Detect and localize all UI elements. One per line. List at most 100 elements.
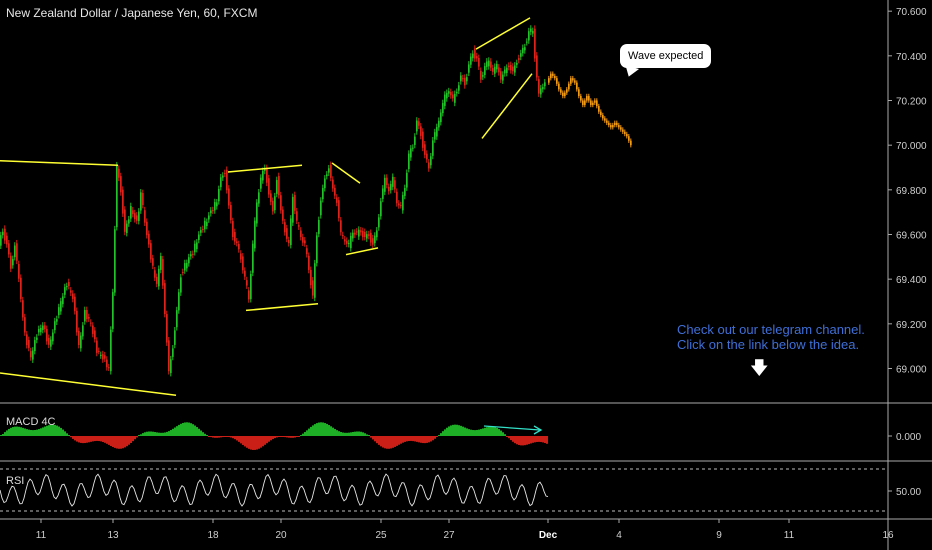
macd-pane-label: MACD 4C xyxy=(6,416,56,428)
forecast-bar xyxy=(578,89,580,97)
candle-body xyxy=(346,240,348,244)
candle-body xyxy=(142,193,144,206)
candle-body xyxy=(246,280,248,286)
candle-body xyxy=(508,65,510,68)
macd-bar xyxy=(18,426,20,436)
macd-bar xyxy=(522,436,524,446)
macd-bar xyxy=(396,436,398,446)
wave-expected-callout: Wave expected xyxy=(620,44,712,68)
candle-body xyxy=(542,87,544,90)
candle-body xyxy=(502,74,504,81)
macd-bar xyxy=(108,436,110,445)
macd-bar xyxy=(40,428,42,436)
candle-body xyxy=(198,234,200,240)
telegram-note-line-1: Check out our telegram channel. xyxy=(677,322,865,337)
macd-bar xyxy=(498,429,500,436)
macd-bar xyxy=(160,432,162,436)
macd-bar xyxy=(200,430,202,436)
forecast-bar xyxy=(562,92,564,97)
candle-body xyxy=(150,243,152,260)
candle-body xyxy=(166,314,168,343)
macd-bar xyxy=(388,436,390,449)
forecast-bar xyxy=(550,73,552,79)
forecast-bar xyxy=(566,89,568,93)
candle-body xyxy=(54,321,56,331)
macd-bar xyxy=(258,436,260,449)
candle-body xyxy=(126,223,128,234)
candle-body xyxy=(192,253,194,255)
candle-body xyxy=(474,48,476,59)
macd-bar xyxy=(350,432,352,436)
candle-body xyxy=(368,234,370,236)
macd-bar xyxy=(312,425,314,436)
candle-body xyxy=(22,300,24,318)
macd-bar xyxy=(58,426,60,436)
macd-bar xyxy=(178,424,180,436)
candle-body xyxy=(458,85,460,91)
macd-bar xyxy=(534,436,536,443)
candle-body xyxy=(300,230,302,238)
candle-body xyxy=(76,310,78,333)
forecast-bar xyxy=(572,78,574,81)
price-tick-label: 70.200 xyxy=(896,97,927,108)
candle-body xyxy=(528,31,530,41)
macd-bar xyxy=(494,427,496,436)
macd-bar xyxy=(294,436,296,438)
macd-bar xyxy=(48,425,50,436)
candle-body xyxy=(434,132,436,140)
macd-bar xyxy=(290,436,292,438)
macd-bar xyxy=(46,425,48,436)
candle-body xyxy=(50,339,52,347)
time-tick-label: 9 xyxy=(716,530,722,541)
candle-body xyxy=(384,177,386,192)
forecast-bar xyxy=(598,106,600,112)
candle-body xyxy=(12,258,14,266)
forecast-bar xyxy=(594,100,596,103)
macd-bar xyxy=(222,436,224,438)
macd-bar xyxy=(344,432,346,436)
macd-bar xyxy=(68,435,70,436)
macd-bar xyxy=(434,436,436,439)
macd-bar xyxy=(42,427,44,436)
macd-bar xyxy=(468,429,470,436)
forecast-bar xyxy=(630,140,632,146)
candle-body xyxy=(334,187,336,196)
macd-bar xyxy=(514,436,516,444)
time-tick-label: Dec xyxy=(539,530,558,541)
candle-body xyxy=(484,66,486,76)
forecast-bar xyxy=(576,82,578,90)
candle-body xyxy=(204,220,206,230)
macd-bar xyxy=(386,436,388,449)
candle-body xyxy=(98,350,100,352)
candle-body xyxy=(314,263,316,298)
macd-bar xyxy=(412,436,414,442)
macd-bar xyxy=(106,436,108,444)
macd-bar xyxy=(234,436,236,440)
candle-body xyxy=(356,231,358,233)
candle-body xyxy=(122,189,124,214)
macd-bar xyxy=(470,429,472,436)
macd-bar xyxy=(12,427,14,436)
macd-bar xyxy=(288,436,290,438)
candle-body xyxy=(446,92,448,99)
price-tick-label: 69.600 xyxy=(896,231,927,242)
candle-body xyxy=(460,75,462,82)
macd-bar xyxy=(114,436,116,448)
candle-body xyxy=(392,176,394,187)
candle-body xyxy=(146,221,148,236)
macd-bar xyxy=(432,436,434,441)
macd-bar xyxy=(168,431,170,436)
telegram-note[interactable]: Check out our telegram channel. Click on… xyxy=(677,322,865,352)
candle-body xyxy=(276,180,278,194)
candle-body xyxy=(190,254,192,257)
macd-bar xyxy=(378,436,380,445)
time-tick-label: 4 xyxy=(616,530,622,541)
macd-bar xyxy=(54,424,56,436)
candle-body xyxy=(148,233,150,245)
macd-bar xyxy=(120,436,122,449)
forecast-bar xyxy=(602,115,604,119)
candle-body xyxy=(70,290,72,293)
time-tick-label: 11 xyxy=(36,530,47,541)
candle-body xyxy=(490,61,492,68)
candle-body xyxy=(388,186,390,192)
